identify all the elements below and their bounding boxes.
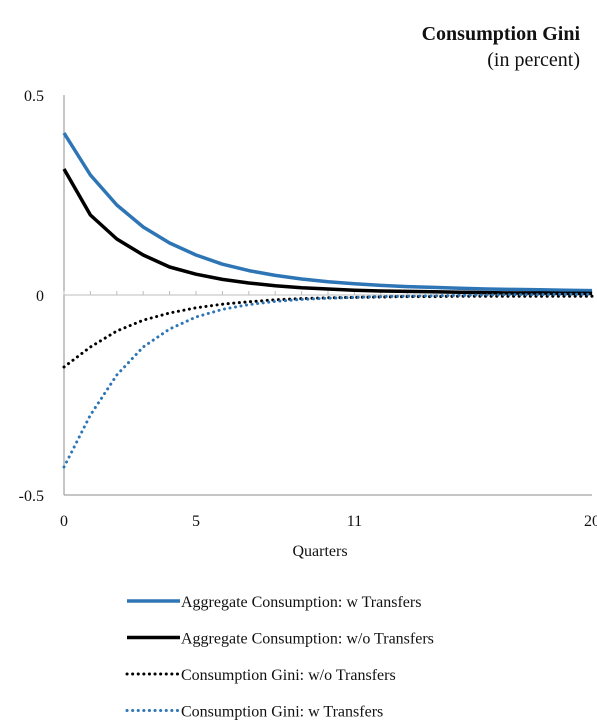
x-tick-label: 20: [584, 513, 597, 530]
legend: Aggregate Consumption: w Transfers Aggreg…: [125, 594, 434, 721]
x-tick-label: 5: [192, 513, 200, 530]
legend-label: Aggregate Consumption: w Transfers: [181, 594, 421, 611]
y-tick-label: -0.5: [19, 488, 44, 505]
y-tick-label: 0.5: [24, 88, 44, 105]
x-tick-label: 11: [347, 513, 362, 530]
chart-title: Consumption Gini: [422, 23, 581, 45]
x-tick-label: 0: [60, 513, 68, 530]
y-tick-label: 0: [36, 288, 44, 305]
chart-subtitle: (in percent): [487, 49, 580, 71]
series-line-4: [62, 292, 594, 469]
series-group: [62, 132, 594, 469]
series-line-1: [62, 132, 593, 293]
x-axis-label: Quarters: [292, 543, 347, 560]
series-line-2: [62, 168, 592, 296]
legend-label: Consumption Gini: w Transfers: [181, 704, 383, 721]
legend-label: Consumption Gini: w/o Transfers: [181, 667, 396, 684]
axes-group: -0.5 0 0.5 0 5 11 20: [19, 88, 597, 530]
legend-label: Aggregate Consumption: w/o Transfers: [181, 631, 434, 648]
series-line-3: [62, 294, 594, 369]
